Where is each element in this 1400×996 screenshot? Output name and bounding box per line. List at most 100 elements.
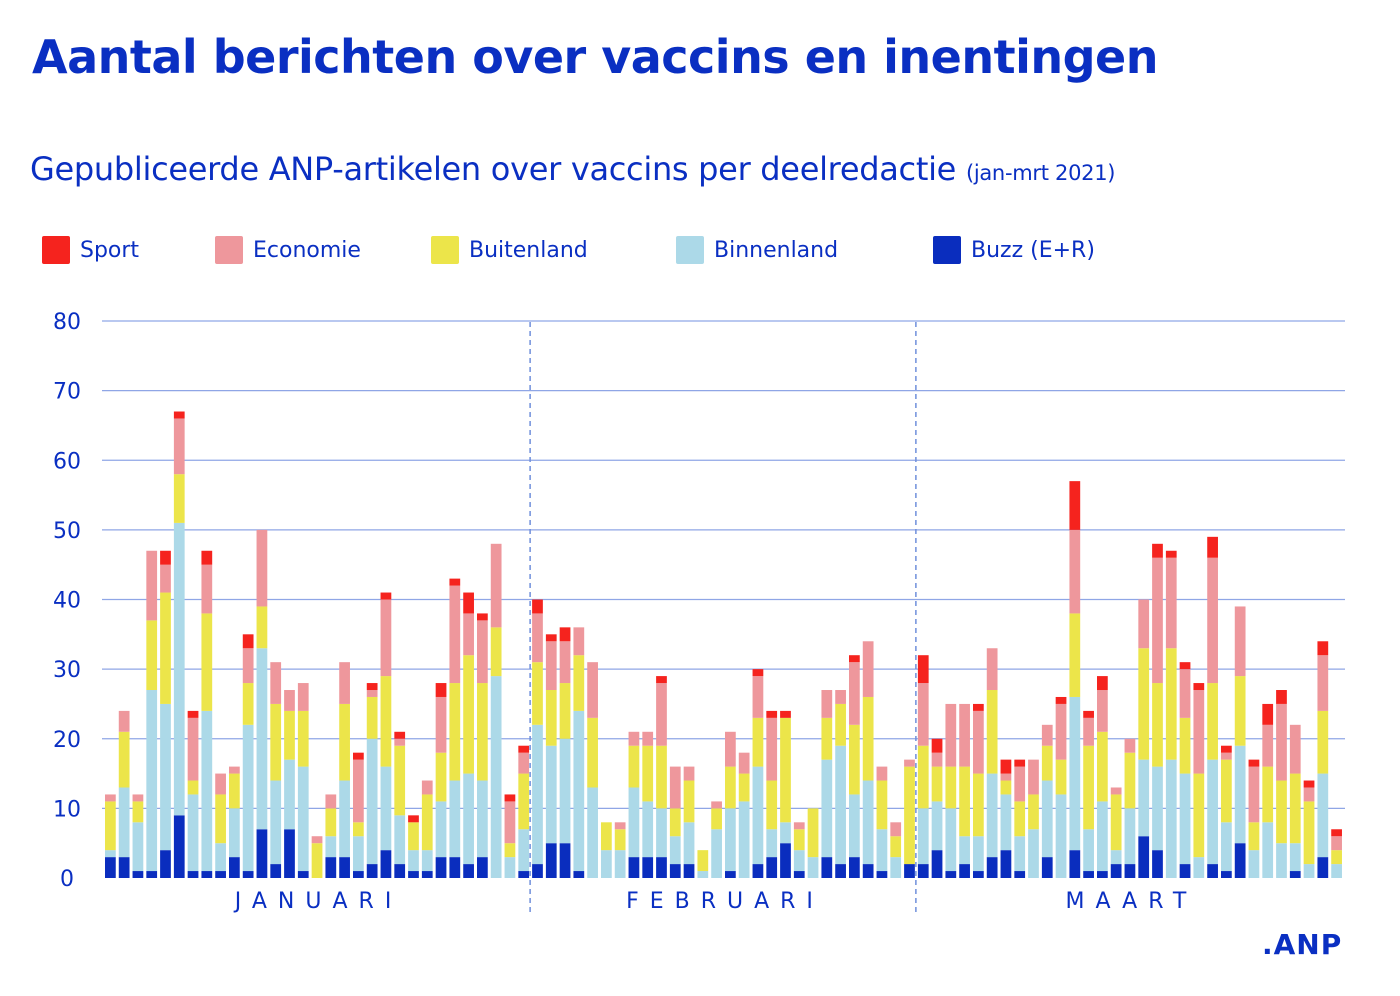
bar-segment-economie [353,759,364,823]
bar-segment-sport [973,703,984,711]
bar-segment-buitenland [1165,648,1177,760]
anp-logo: .ANP [1262,928,1343,961]
bar-segment-buzz-e-r [904,864,915,878]
y-tick-label: 30 [53,658,81,683]
bar-segment-buzz-e-r [1083,871,1094,878]
bar-segment-buitenland [669,808,681,837]
bar-segment-binnenland [959,836,970,865]
bar-segment-buitenland [807,808,819,858]
bar-segment-buitenland [270,703,282,781]
bar-segment-economie [656,683,667,746]
bar-segment-binnenland [614,850,626,878]
bar-segment-economie [973,710,984,774]
bar-segment-sport [1303,780,1315,788]
bar-segment-sport [766,710,778,718]
bar-segment-binnenland [1152,766,1163,851]
bar-segment-buitenland [849,724,860,795]
bar-segment-binnenland [353,836,364,872]
bar-segment-binnenland [1097,801,1108,872]
bar-segment-binnenland [780,822,791,844]
y-tick-label: 40 [53,589,81,614]
y-tick-label: 70 [53,380,81,405]
bar-segment-buitenland [1000,780,1012,795]
bar-segment-buitenland [380,676,392,767]
bar-segment-sport [1069,481,1081,530]
bar-segment-binnenland [132,822,144,872]
bar-segment-sport [463,592,474,614]
bar-segment-buzz-e-r [408,871,419,878]
bar-segment-binnenland [256,648,268,830]
bar-segment-buitenland [1317,710,1329,774]
bar-segment-economie [435,696,447,753]
bar-segment-sport [201,550,213,565]
bar-segment-sport [1276,690,1287,704]
bar-segment-buitenland [1097,731,1108,802]
bar-segment-binnenland [725,808,736,872]
bar-segment-binnenland [146,690,158,872]
bar-segment-economie [683,766,695,781]
bar-segment-binnenland [1248,850,1260,878]
legend-item-binnenland: Binnenland [676,236,838,264]
bar-segment-binnenland [1124,808,1136,865]
bar-segment-binnenland [862,780,874,865]
bar-segment-binnenland [477,780,488,858]
bar-segment-buitenland [146,620,158,691]
bar-segment-buzz-e-r [118,857,130,878]
bar-segment-binnenland [105,850,116,858]
legend-item-sport: Sport [42,236,139,264]
legend-label: Sport [80,237,140,263]
bar-segment-economie [160,564,171,593]
month-label: MAART [1066,889,1198,914]
bar-segment-buzz-e-r [394,864,406,878]
bar-segment-buitenland [187,780,199,795]
bar-segment-buitenland [628,745,640,788]
bar-segment-economie [821,690,833,718]
bar-segment-binnenland [876,829,888,872]
bar-segment-buzz-e-r [1221,871,1232,878]
bar-segment-buzz-e-r [573,871,585,878]
bar-segment-economie [187,717,199,781]
bar-segment-binnenland [1207,759,1218,865]
bar-segment-binnenland [173,522,185,816]
bar-segment-buitenland [835,703,846,746]
bar-segment-buzz-e-r [160,850,171,878]
bar-segment-buitenland [242,683,254,725]
bar-segment-buzz-e-r [297,871,309,878]
legend-label: Buzz (E+R) [971,237,1095,263]
bar-segment-buzz-e-r [1110,864,1122,878]
bar-segment-economie [1097,690,1108,732]
bar-segment-binnenland [738,801,750,878]
bar-segment-buzz-e-r [752,864,764,878]
bar-segment-binnenland [890,857,902,878]
bar-segment-buitenland [904,766,915,865]
chart-subtitle: Gepubliceerde ANP-artikelen over vaccins… [30,150,1115,188]
y-tick-label: 80 [53,310,81,335]
legend-label: Economie [253,237,361,263]
bar-segment-buitenland [945,766,957,809]
bar-segment-economie [1207,557,1218,684]
bar-segment-binnenland [1303,864,1315,878]
bar-segment-buitenland [821,717,833,760]
bar-segment-sport [173,411,185,419]
bar-segment-economie [1124,738,1136,753]
bar-segment-buzz-e-r [242,871,254,878]
bar-segment-economie [1276,703,1287,781]
legend-swatch-buitenland [431,236,459,264]
bar-segment-buzz-e-r [421,871,433,878]
bar-segment-buitenland [435,752,447,802]
bar-segment-buzz-e-r [862,864,874,878]
bar-segment-sport [1331,829,1342,837]
bar-segment-sport [435,683,447,697]
bar-segment-buzz-e-r [339,857,350,878]
bar-segment-sport [408,815,419,823]
bar-segment-binnenland [752,766,764,865]
bar-segment-economie [573,627,585,656]
bar-segment-binnenland [1179,773,1191,865]
bar-segment-economie [849,662,860,725]
bar-segment-binnenland [421,850,433,872]
bar-segment-sport [1248,759,1260,767]
bar-segment-buitenland [421,794,433,851]
bar-segment-buzz-e-r [835,864,846,878]
bar-segment-binnenland [408,850,419,872]
bar-segment-binnenland [1110,850,1122,865]
